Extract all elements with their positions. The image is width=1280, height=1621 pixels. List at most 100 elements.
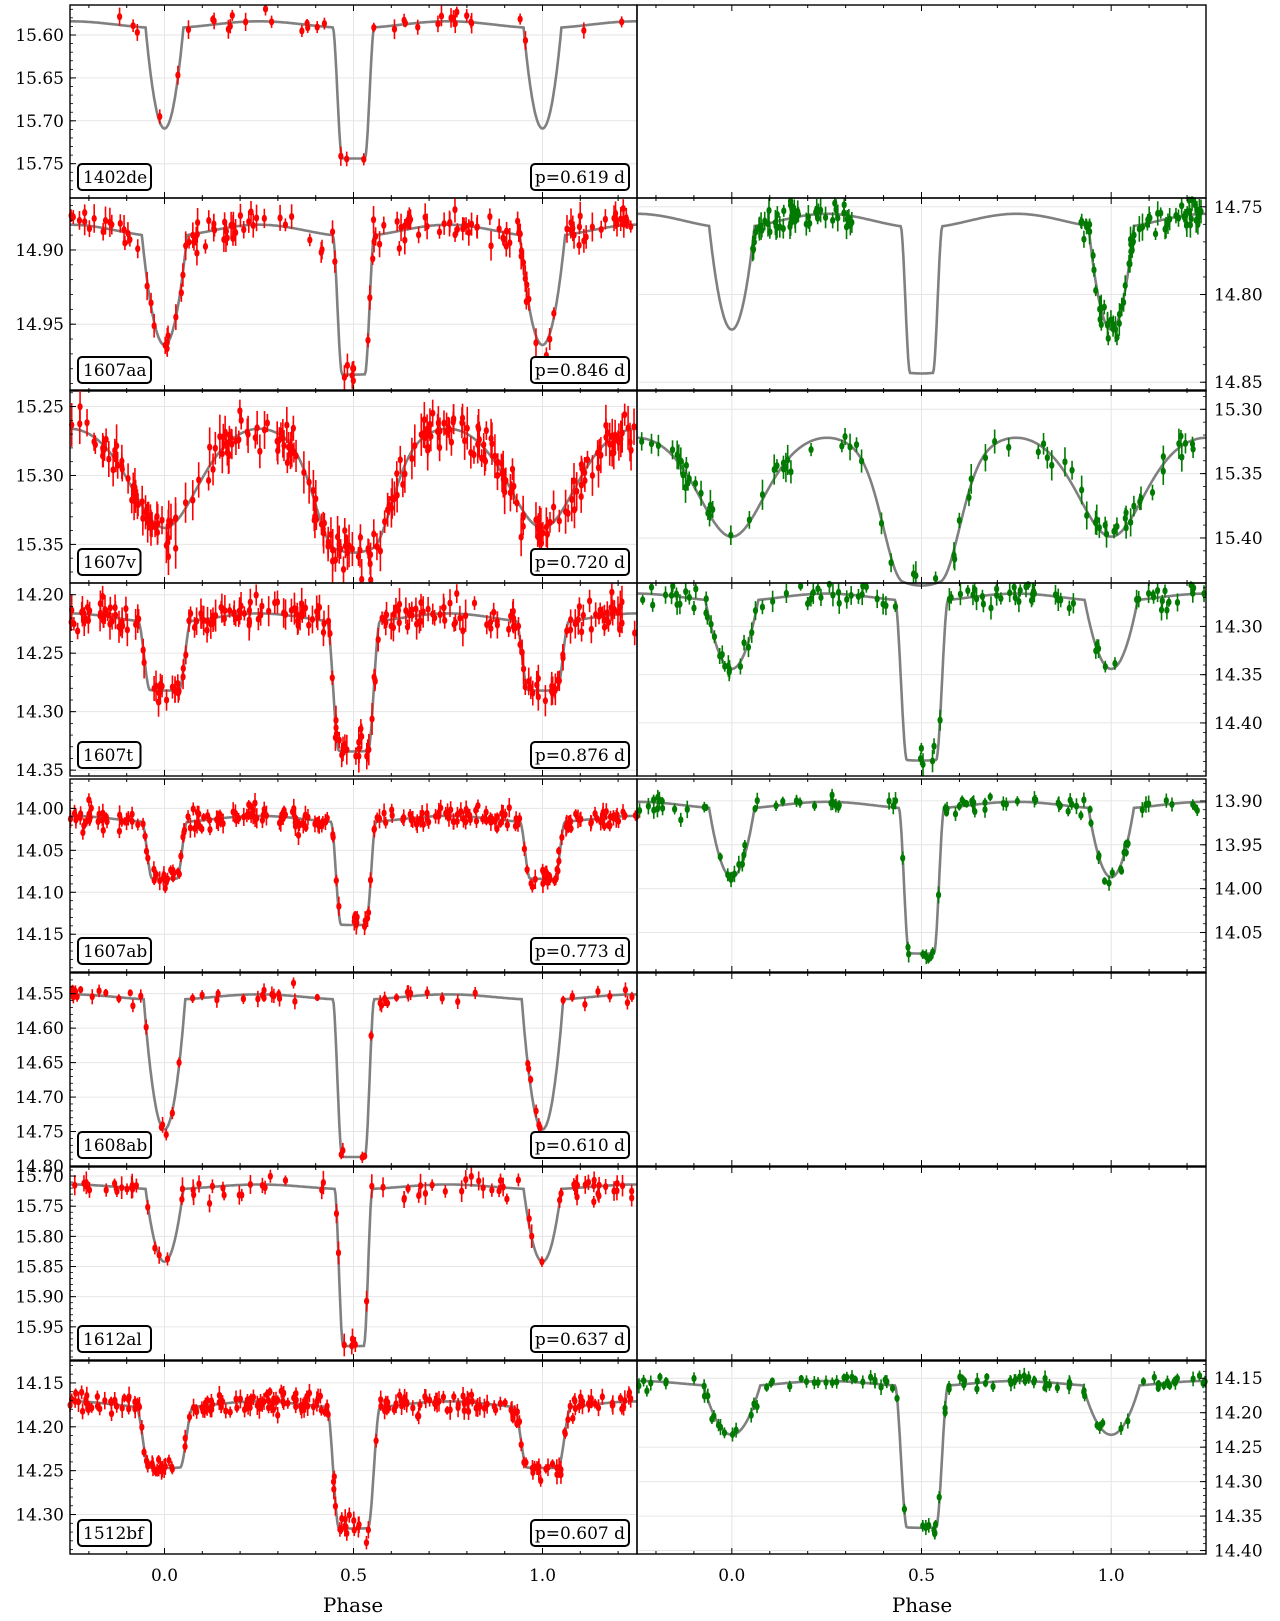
period-label: p=0.773 d [535, 942, 625, 962]
data-point [835, 588, 842, 596]
data-point [237, 607, 243, 615]
data-point [670, 582, 676, 590]
data-point [452, 618, 459, 627]
data-point [830, 591, 836, 599]
data-point [91, 214, 97, 223]
data-point [913, 571, 919, 580]
data-point [199, 991, 205, 999]
data-point [187, 824, 193, 832]
data-point [395, 606, 402, 614]
data-point [129, 817, 135, 826]
data-point [1096, 524, 1102, 532]
data-point [307, 236, 313, 244]
data-point [886, 797, 892, 805]
data-point [364, 914, 371, 922]
data-point [320, 525, 326, 533]
data-point [937, 716, 943, 724]
data-point [182, 1434, 188, 1442]
data-point [532, 875, 538, 883]
data-point [847, 443, 853, 451]
star-label-box: 1607aa [77, 356, 152, 384]
panel-left-1607v: 15.25 15.30 15.35 1607v p=0.720 d [15, 389, 638, 584]
data-point [739, 860, 745, 868]
data-point [256, 1404, 262, 1412]
data-point [77, 420, 83, 428]
y-tick-label: 14.55 [15, 985, 64, 1005]
data-point [462, 437, 468, 445]
data-point [545, 1463, 551, 1471]
data-point [982, 454, 989, 462]
data-point [717, 652, 723, 660]
data-point [567, 1402, 573, 1410]
data-point [365, 336, 371, 344]
data-point [562, 1430, 568, 1438]
data-point [337, 1525, 343, 1534]
data-point [176, 870, 182, 878]
data-point [1102, 521, 1108, 529]
data-point [577, 212, 583, 220]
data-point [620, 204, 626, 213]
data-point [459, 1187, 465, 1195]
data-point [287, 450, 294, 458]
data-point [134, 28, 140, 37]
data-point [580, 611, 586, 619]
data-point [974, 1377, 980, 1385]
data-point [227, 606, 233, 615]
data-point [276, 994, 283, 1003]
y-tick-label: 15.70 [15, 1167, 64, 1187]
data-point [528, 1076, 534, 1084]
data-point [214, 816, 220, 824]
data-point [469, 19, 475, 27]
data-point [474, 223, 480, 231]
data-point [366, 746, 372, 754]
data-point [185, 813, 191, 821]
data-point [442, 1187, 448, 1195]
data-point [322, 818, 329, 826]
data-point [836, 801, 842, 809]
data-point [266, 607, 272, 615]
data-point [100, 826, 106, 834]
data-point [592, 810, 598, 818]
data-point [135, 820, 141, 829]
data-point [698, 489, 704, 497]
data-point [942, 1404, 948, 1412]
data-point [1065, 807, 1071, 815]
data-point [454, 8, 460, 16]
y-tick-label: 14.15 [1214, 1369, 1263, 1389]
data-point [441, 604, 447, 612]
panel-left-1512bf: 14.15 14.20 14.25 14.30 1512bf p=0.607 d [15, 1360, 638, 1555]
data-point [571, 506, 578, 514]
data-point [1128, 518, 1134, 526]
data-point [1067, 1380, 1073, 1388]
data-point [265, 1404, 272, 1412]
data-point [507, 239, 513, 247]
data-point [853, 441, 860, 449]
data-point [471, 599, 478, 607]
data-point [117, 811, 123, 819]
data-point [1094, 516, 1100, 524]
data-point [313, 818, 319, 826]
data-point [570, 1414, 576, 1422]
data-point [359, 575, 365, 583]
data-point [556, 677, 562, 685]
data-point [172, 687, 178, 695]
data-point [1093, 647, 1099, 655]
data-point [282, 1176, 289, 1185]
data-point [935, 891, 942, 899]
star-label: 1607aa [83, 361, 147, 381]
panel-frame [636, 4, 1207, 199]
data-point [422, 213, 428, 221]
data-point [811, 802, 818, 810]
y-tick-label: 15.75 [15, 1197, 64, 1217]
data-point [1122, 281, 1128, 290]
data-point [1179, 202, 1185, 210]
y-tick-label: 15.70 [15, 112, 64, 132]
data-point [135, 501, 141, 509]
data-point [320, 628, 327, 636]
data-point [595, 449, 601, 457]
data-point [341, 373, 348, 381]
data-point [138, 992, 144, 1000]
data-point [108, 1398, 114, 1406]
period-label: p=0.637 d [535, 1330, 625, 1350]
data-point [212, 444, 218, 452]
